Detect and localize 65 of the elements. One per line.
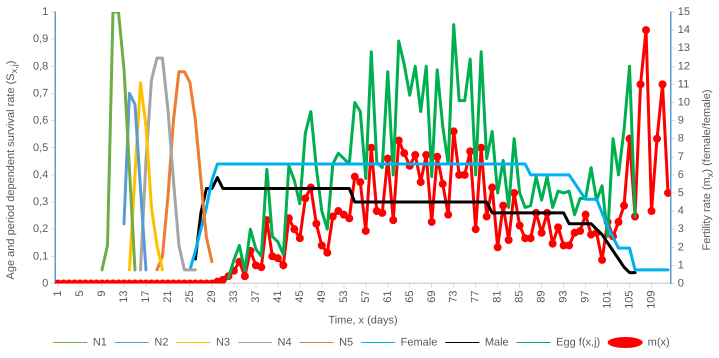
y-tick-label: 0,3 [32, 196, 48, 208]
x-tick-label: 105 [624, 290, 636, 309]
legend-label: N2 [154, 336, 168, 349]
legend-label: Egg f(x,j) [556, 336, 600, 349]
y2-tick-label: 11 [678, 78, 690, 90]
y-tick-label: 0,9 [32, 33, 48, 46]
x-tick-label: 21 [162, 290, 174, 303]
legend-label: Female [400, 336, 438, 349]
y2-tick-label: 0 [678, 277, 684, 290]
x-tick-label: 73 [448, 290, 460, 303]
x-tick-label: 29 [206, 290, 218, 303]
legend-label: Male [484, 336, 509, 349]
y2-tick-label: 15 [678, 6, 690, 18]
y2-tick-label: 6 [678, 168, 684, 181]
y-tick-label: 0,8 [32, 60, 48, 72]
x-tick-label: 17 [140, 290, 152, 303]
x-tick-label: 65 [404, 290, 416, 303]
y-tick-label: 0,6 [32, 114, 48, 127]
y-tick-label: 0,5 [32, 142, 48, 154]
x-axis-title: Time, x (days) [328, 314, 398, 326]
x-tick-label: 45 [294, 290, 306, 303]
legend-label: N4 [278, 336, 292, 349]
y2-tick-label: 13 [678, 42, 690, 54]
y2-tick-label: 7 [678, 150, 684, 163]
y-tick-label: 0 [42, 277, 48, 290]
x-tick-label: 41 [272, 290, 284, 303]
legend-label: N1 [92, 336, 107, 349]
y2-tick-label: 14 [678, 24, 690, 36]
y2-tick-label: 3 [678, 223, 684, 236]
x-tick-label: 37 [250, 290, 262, 303]
x-tick-label: 85 [514, 290, 526, 303]
x-tick-label: 9 [96, 290, 108, 297]
y-tick-label: 0,2 [32, 223, 48, 236]
x-tick-label: 25 [184, 290, 196, 303]
y2-tick-label: 9 [678, 114, 684, 127]
x-tick-label: 61 [382, 290, 394, 303]
x-tick-label: 33 [228, 290, 240, 303]
x-tick-label: 57 [360, 290, 372, 303]
y-tick-label: 0,4 [32, 168, 48, 181]
legend-label: m(x) [648, 336, 670, 349]
x-tick-label: 5 [74, 290, 86, 297]
x-tick-label: 77 [470, 290, 482, 303]
x-tick-label: 93 [558, 290, 570, 303]
y-tick-label: 0,7 [32, 87, 48, 100]
y2-tick-label: 1 [678, 259, 684, 272]
y2-tick-label: 4 [678, 205, 684, 218]
legend-label: N5 [339, 336, 354, 349]
y2-tick-label: 8 [678, 132, 684, 145]
y-tick-label: 1 [42, 6, 48, 18]
x-tick-label: 13 [118, 290, 130, 303]
x-tick-label: 53 [338, 290, 350, 303]
x-tick-label: 49 [316, 290, 328, 303]
x-tick-label: 1 [52, 290, 64, 297]
y-tick-label: 0,1 [32, 250, 48, 262]
y2-tick-label: 12 [678, 60, 690, 72]
y2-tick-label: 2 [678, 241, 684, 254]
x-tick-label: 101 [602, 290, 614, 309]
x-tick-label: 81 [492, 290, 504, 303]
x-tick-label: 69 [426, 290, 438, 303]
y2-tick-label: 10 [678, 96, 690, 109]
x-tick-label: 89 [536, 290, 548, 303]
x-tick-label: 109 [646, 290, 658, 309]
legend-label: N3 [216, 336, 230, 349]
y2-tick-label: 5 [678, 186, 684, 199]
x-tick-label: 97 [580, 290, 592, 303]
